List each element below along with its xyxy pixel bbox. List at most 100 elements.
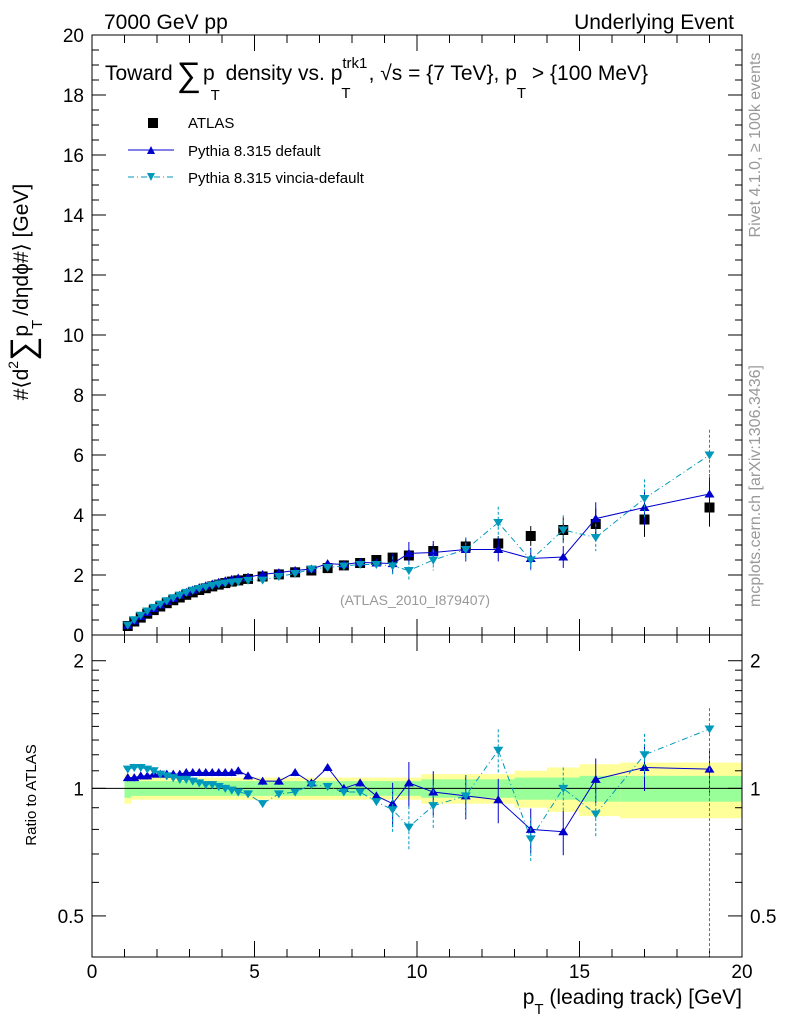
pythia-vincia-point <box>122 621 133 630</box>
y-tick-label: 18 <box>63 86 84 107</box>
pythia-default-ratio-point <box>387 799 398 808</box>
pythia-default-ratio-point <box>493 795 504 804</box>
pythia-default-ratio-point <box>181 767 192 776</box>
pythia-default-ratio-point <box>290 767 301 776</box>
pythia-vincia-ratio-point <box>558 784 569 793</box>
legend-pythia-default: Pythia 8.315 default <box>128 143 321 160</box>
pythia-default-ratio-point <box>135 771 146 780</box>
pythia-vincia-point <box>704 451 715 460</box>
ratio-y-tick-label-right: 1 <box>750 779 761 800</box>
ratio-y-tick-label-right: 0.5 <box>750 907 776 928</box>
y-tick-label: 8 <box>73 386 84 407</box>
side-text-bottom: mcplots.cern.ch [arXiv:1306.3436] <box>747 365 764 607</box>
header-left: 7000 GeV pp <box>104 11 228 34</box>
pythia-default-ratio-point <box>355 778 366 787</box>
pythia-default-ratio-point <box>590 774 601 783</box>
legend-pythia-vincia: Pythia 8.315 vincia-default <box>128 170 365 187</box>
pythia-vincia-point <box>233 578 244 587</box>
ratio-y-tick-label-left: 1 <box>73 779 84 800</box>
pythia-vincia-ratio-point <box>704 725 715 734</box>
pythia-vincia-point <box>306 565 317 574</box>
pythia-vincia-ratio-point <box>257 800 268 809</box>
pythia-default-ratio-point <box>187 767 198 776</box>
ratio-y-axis-label: Ratio to ATLAS <box>23 744 40 845</box>
pythia-vincia-ratio-point <box>387 806 398 815</box>
legend-atlas-label: ATLAS <box>188 115 234 132</box>
pythia-default-ratio-point <box>257 776 268 785</box>
pythia-vincia-point <box>135 611 146 620</box>
y-tick-label: 10 <box>63 326 84 347</box>
pythia-vincia-point <box>403 567 414 575</box>
pythia-default-ratio-point <box>322 762 333 771</box>
pythia-vincia-ratio-point <box>371 798 382 807</box>
ratio-y-tick-label-left: 0.5 <box>58 907 84 928</box>
x-tick-label: 10 <box>406 962 427 983</box>
x-tick-labels: 0 5 10 15 20 <box>87 962 753 983</box>
plot-title: Toward ∑p T density vs. ptrk1 T, √s = {7 Te… <box>105 55 648 104</box>
pythia-vincia-point <box>174 591 185 600</box>
pythia-vincia-point <box>428 556 439 565</box>
pythia-default-point <box>403 548 414 557</box>
legend-atlas: ATLAS <box>148 115 234 132</box>
pythia-default-ratio-point <box>233 766 244 775</box>
pythia-default-ratio-point <box>558 827 569 836</box>
x-tick-label: 0 <box>87 962 98 983</box>
legend-pythia-vincia-label: Pythia 8.315 vincia-default <box>188 170 365 187</box>
pythia-default-ratio-point <box>200 767 211 776</box>
legend-pythia-default-marker <box>147 146 155 154</box>
pythia-vincia-ratio-point <box>590 810 601 819</box>
pythia-default-ratio-point <box>639 762 650 771</box>
pythia-vincia-ratio-point <box>200 781 211 790</box>
legend-pythia-vincia-marker <box>147 173 155 181</box>
y-tick-label: 16 <box>63 146 84 167</box>
pythia-vincia-point <box>355 561 366 569</box>
pythia-default-ratio-point <box>213 767 224 776</box>
pythia-vincia-point <box>220 579 231 588</box>
pythia-vincia-point <box>338 562 349 571</box>
pythia-vincia-ratio-point <box>148 767 159 776</box>
pythia-vincia-ratio-point <box>233 788 244 797</box>
pythia-default-ratio-point <box>220 767 231 776</box>
pythia-vincia-point <box>129 616 140 625</box>
pythia-vincia-ratio-point <box>306 781 317 790</box>
header-right: Underlying Event <box>574 11 734 34</box>
y-tick-label: 6 <box>73 446 84 467</box>
pythia-vincia-point <box>194 585 205 593</box>
x-tick-label: 5 <box>249 962 260 983</box>
pythia-vincia-ratio-point <box>243 790 253 799</box>
pythia-vincia-point <box>290 570 301 578</box>
y-tick-label: 20 <box>63 26 84 47</box>
pythia-vincia-ratio-point <box>129 763 140 772</box>
pythia-vincia-point <box>161 597 172 606</box>
pythia-vincia-ratio-point <box>273 790 284 799</box>
main-series <box>122 429 715 631</box>
pythia-vincia-ratio-point <box>493 746 504 755</box>
pythia-vincia-point <box>187 586 198 595</box>
pythia-vincia-point <box>371 561 382 569</box>
pythia-default-point <box>257 569 268 578</box>
pythia-vincia-ratio-point <box>122 765 133 774</box>
ratio-axis-ticks: 0.5 0.5 1 1 2 2 <box>58 635 776 957</box>
pythia-vincia-ratio-point <box>355 788 366 797</box>
pythia-vincia-ratio-point <box>290 788 301 797</box>
ratio-plot-frame <box>91 634 743 958</box>
main-plot-area <box>92 35 742 635</box>
y-tick-label: 2 <box>73 566 84 587</box>
pythia-default-ratio-point <box>371 791 382 800</box>
pythia-vincia-point <box>155 600 166 609</box>
legend: ATLAS Pythia 8.315 default Pythia 8.315 … <box>128 115 365 187</box>
y-tick-label: 0 <box>73 626 84 647</box>
pythia-vincia-point <box>168 594 179 603</box>
pythia-default-ratio-point <box>403 778 414 787</box>
x-tick-label: 20 <box>731 962 752 983</box>
pythia-vincia-point <box>639 495 650 503</box>
ratio-y-tick-label-left: 2 <box>73 652 84 673</box>
pythia-vincia-point <box>558 526 569 535</box>
pythia-default-ratio-point <box>122 773 133 782</box>
pythia-default-point <box>493 545 504 553</box>
pythia-vincia-point <box>207 582 218 590</box>
pythia-vincia-point <box>226 578 237 587</box>
pythia-vincia-point <box>493 519 504 527</box>
pythia-default-point <box>704 489 715 498</box>
